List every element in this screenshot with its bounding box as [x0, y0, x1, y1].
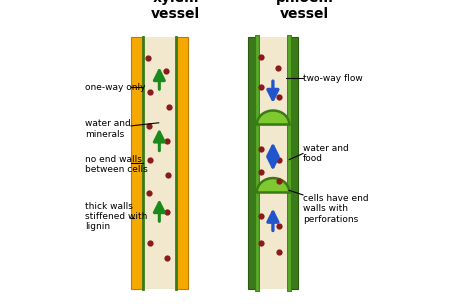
- Text: no end walls
between cells: no end walls between cells: [85, 154, 148, 174]
- Text: two-way flow: two-way flow: [303, 74, 363, 83]
- Text: xylem
vessel: xylem vessel: [151, 0, 200, 21]
- Bar: [175, 37, 188, 289]
- Text: thick walls
stiffened with
lignin: thick walls stiffened with lignin: [85, 201, 147, 231]
- Text: water and
food: water and food: [303, 144, 349, 163]
- Text: one-way only: one-way only: [85, 83, 146, 92]
- Bar: [143, 37, 175, 289]
- Text: water and
minerals: water and minerals: [85, 119, 131, 139]
- Text: cells have end
walls with
perforations: cells have end walls with perforations: [303, 194, 369, 224]
- Bar: [248, 37, 257, 289]
- Text: phloem
vessel: phloem vessel: [275, 0, 334, 21]
- Bar: [131, 37, 143, 289]
- Bar: [289, 37, 298, 289]
- Bar: [257, 37, 289, 289]
